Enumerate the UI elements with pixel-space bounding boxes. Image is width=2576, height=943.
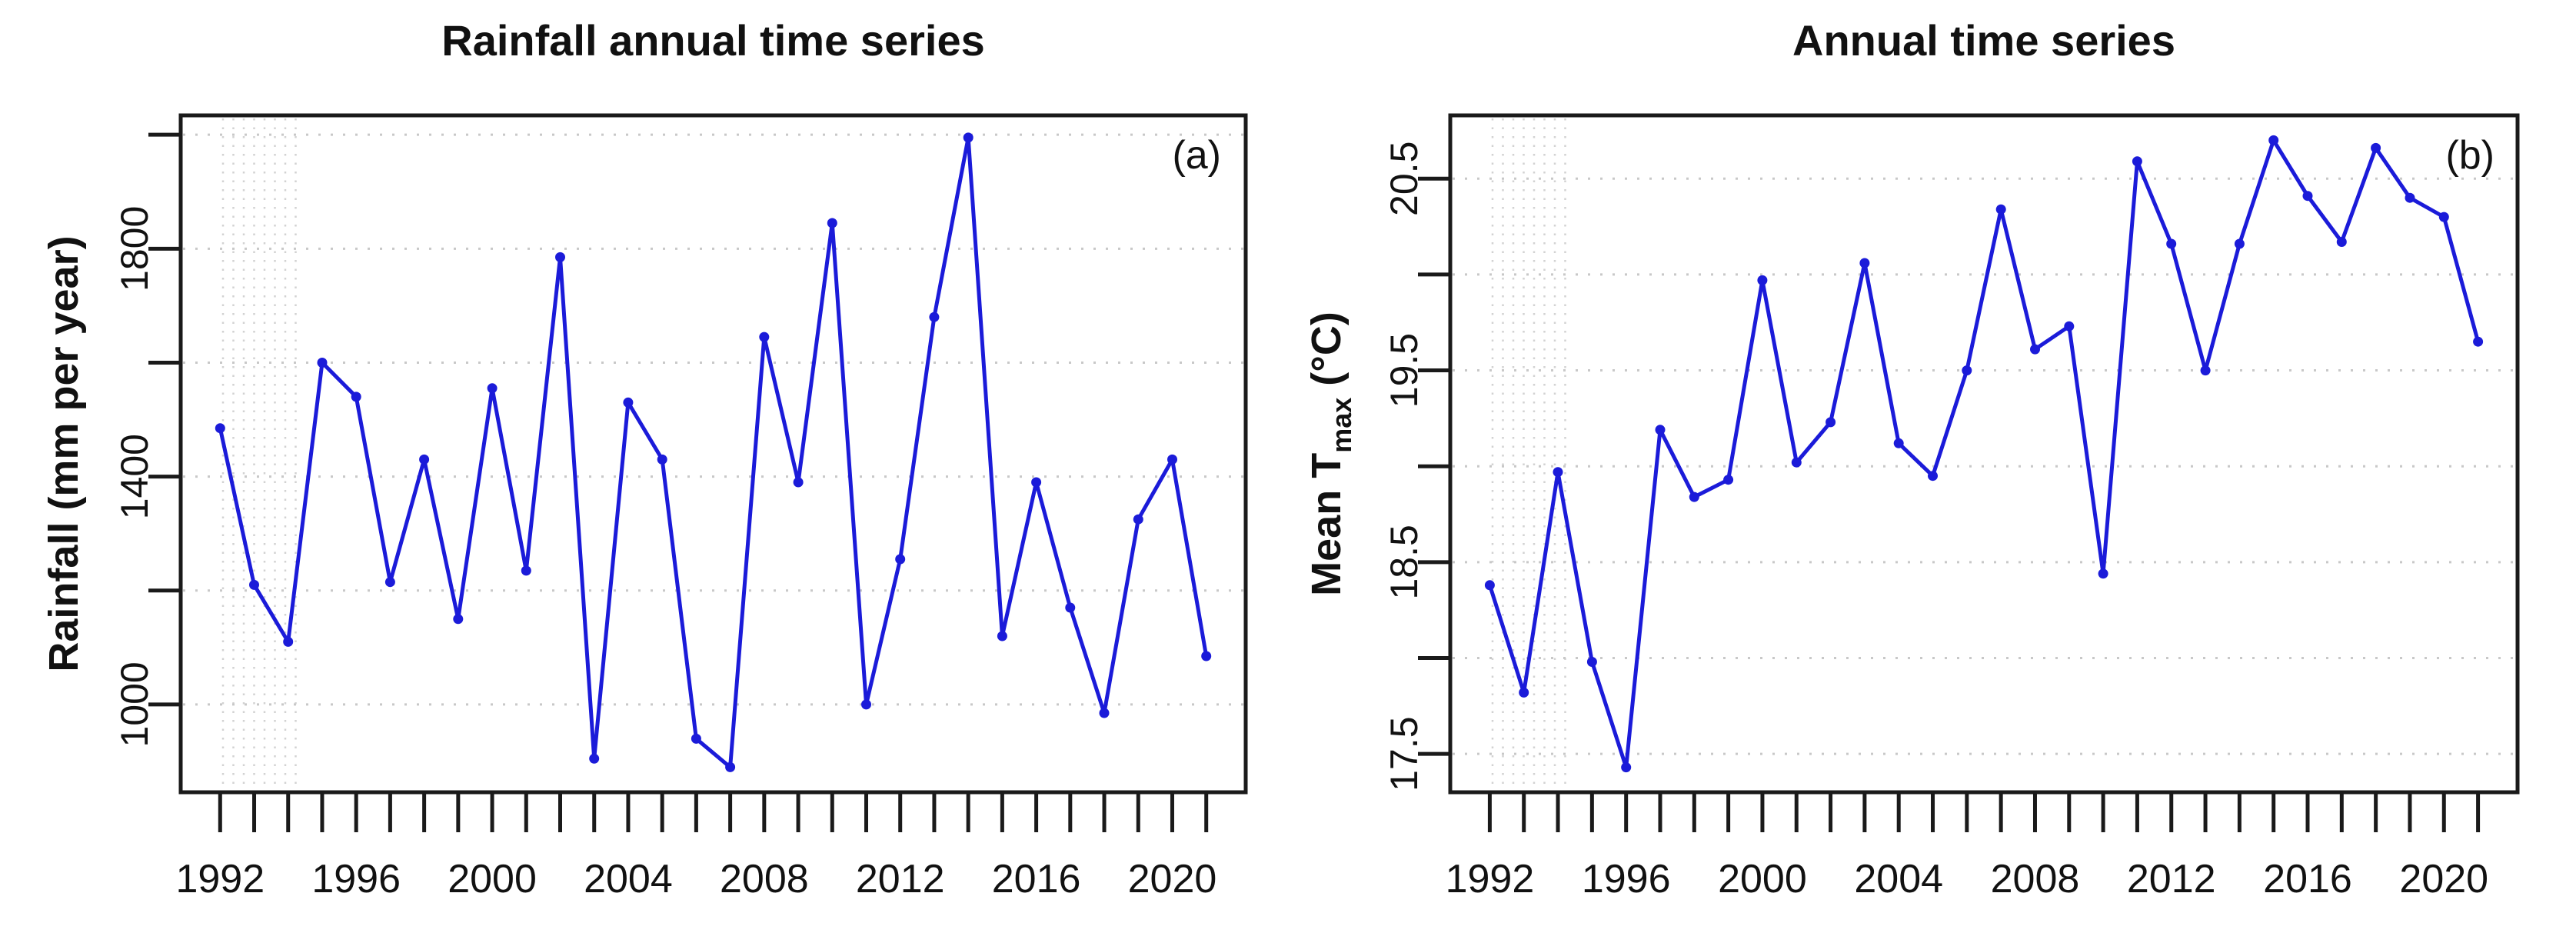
x-tick-label: 2012 (856, 857, 945, 901)
data-point (657, 454, 667, 465)
data-point (555, 252, 565, 262)
data-point (384, 577, 395, 588)
data-point (1621, 762, 1632, 773)
data-point (2302, 191, 2313, 202)
data-point (1167, 454, 1177, 465)
x-tick-label: 2008 (720, 857, 809, 901)
plot-box (178, 113, 1248, 795)
data-point (215, 423, 225, 434)
data-point (759, 332, 770, 342)
y-tick-label: 1800 (113, 206, 156, 292)
x-tick-label: 2020 (2399, 857, 2488, 901)
x-tick-label: 2004 (584, 857, 673, 901)
data-point (419, 454, 430, 465)
data-point (317, 358, 328, 368)
data-point (1519, 687, 1529, 698)
x-tick-label: 1996 (311, 857, 401, 901)
plot-box (1448, 113, 2520, 795)
panel-b-corner-label: (b) (2445, 133, 2494, 178)
y-tick-label: 17.5 (1383, 716, 1426, 791)
panel-a-plot-area: 1000 1400 1800 1992 1996 2000 2004 2008 2012 2016… (113, 113, 1248, 901)
x-tick-label: 1992 (175, 857, 265, 901)
data-point (1757, 275, 1768, 285)
data-point (793, 477, 804, 488)
data-line (1487, 138, 2481, 770)
data-point (1133, 514, 1143, 525)
x-tick-label: 2016 (2263, 857, 2352, 901)
x-tick-label: 1996 (1582, 857, 1671, 901)
data-point (2030, 344, 2040, 355)
x-tick-label: 2000 (1718, 857, 1807, 901)
data-point (895, 554, 906, 565)
data-point (2166, 238, 2177, 249)
y-tick-label: 1000 (113, 661, 156, 747)
data-point (861, 699, 871, 710)
data-point (725, 761, 736, 772)
y-tick-label: 19.5 (1383, 333, 1426, 408)
data-point (1928, 471, 1938, 481)
data-point (283, 636, 294, 647)
data-point (1962, 365, 1972, 376)
x-tick-label: 2000 (448, 857, 537, 901)
data-point (2438, 212, 2449, 222)
data-point (1655, 425, 1666, 435)
data-point (1791, 457, 1802, 468)
data-point (2371, 142, 2381, 153)
y-tick-label: 18.5 (1383, 525, 1426, 599)
x-tick-label: 2004 (1854, 857, 1943, 901)
data-point (2064, 321, 2075, 332)
x-tick-label: 2020 (1128, 857, 1217, 901)
data-point (2268, 135, 2279, 145)
data-point (1031, 477, 1042, 488)
y-tick-label: 1400 (113, 434, 156, 519)
data-point (1586, 657, 1597, 667)
data-point (1859, 258, 1870, 268)
data-point (1825, 417, 1836, 428)
data-point (2132, 156, 2142, 167)
panel-b-plot-area: 17.5 18.5 19.5 20.5 1992 1996 2000 2004 2008 2012… (1383, 113, 2520, 901)
x-tick-label: 2008 (1991, 857, 2080, 901)
data-point (963, 132, 973, 143)
data-point (1065, 602, 1076, 613)
y-tick-label: 20.5 (1383, 142, 1426, 216)
data-point (1995, 204, 2006, 215)
data-line (218, 135, 1209, 769)
data-point (1689, 491, 1699, 502)
data-point (351, 392, 361, 402)
data-point (2200, 365, 2211, 376)
data-point (453, 614, 464, 625)
data-point (2405, 192, 2415, 203)
data-point (249, 579, 259, 590)
data-point (691, 733, 701, 744)
data-point (487, 383, 498, 394)
data-point (1201, 651, 1212, 661)
data-point (1893, 438, 1904, 448)
data-point (623, 397, 634, 408)
data-point (997, 631, 1007, 641)
data-point (2336, 237, 2347, 247)
data-point (589, 753, 600, 764)
data-point (1099, 708, 1110, 718)
data-point (2473, 336, 2484, 347)
data-point (2234, 238, 2245, 249)
data-point (827, 218, 837, 228)
x-tick-label: 2016 (992, 857, 1081, 901)
data-point (1484, 580, 1495, 591)
data-point (521, 565, 531, 576)
data-point (1553, 467, 1563, 478)
data-point (929, 312, 940, 322)
x-tick-label: 2012 (2127, 857, 2216, 901)
panel-a-corner-label: (a) (1172, 133, 1221, 178)
x-tick-label: 1992 (1446, 857, 1535, 901)
data-point (2098, 568, 2108, 579)
data-point (1723, 475, 1734, 485)
panel-a-title: Rainfall annual time series (441, 16, 985, 65)
panel-b-title: Annual time series (1792, 16, 2175, 65)
